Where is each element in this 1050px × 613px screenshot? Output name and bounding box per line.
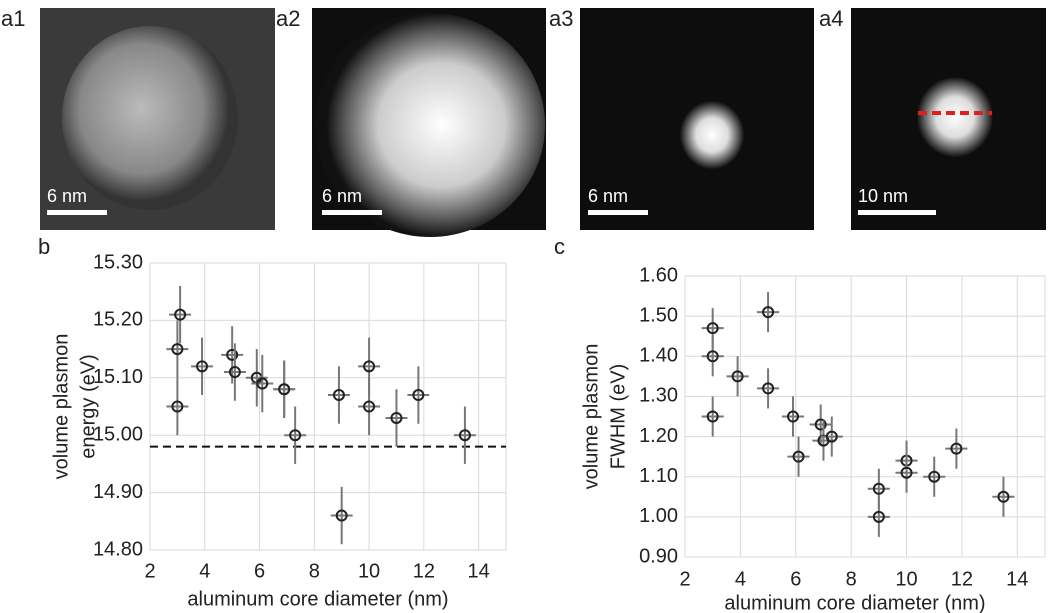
point [412, 389, 425, 402]
scale-bar [47, 210, 107, 215]
x-tick-label: 14 [1006, 568, 1028, 590]
y-tick-label: 1.00 [639, 505, 678, 527]
point [787, 410, 799, 423]
particle [680, 101, 744, 169]
x-tick-label: 4 [199, 560, 210, 582]
point [171, 343, 184, 356]
point [363, 400, 376, 413]
point [825, 430, 838, 443]
y-tick-label: 1.30 [639, 385, 678, 407]
x-tick-label: 2 [144, 560, 155, 582]
point [997, 490, 1010, 503]
scale-bar-label: 6 nm [47, 186, 87, 206]
x-tick-label: 12 [413, 560, 435, 582]
point [814, 418, 827, 431]
y-tick-label: 1.50 [639, 304, 678, 326]
panel-label: a1 [1, 6, 25, 31]
y-tick-label: 0.90 [639, 545, 678, 567]
point [762, 382, 775, 395]
y-tick-label: 15.30 [93, 251, 143, 273]
point [196, 360, 209, 373]
point [289, 429, 302, 442]
scale-bar [588, 210, 648, 215]
point [363, 360, 376, 373]
point [872, 482, 885, 495]
point [335, 509, 348, 522]
point [950, 442, 963, 455]
x-tick-label: 8 [309, 560, 320, 582]
scale-bar-label: 6 nm [588, 186, 628, 206]
y-tick-label: 15.20 [93, 309, 143, 331]
point [256, 377, 269, 390]
y-tick-label: 15.00 [93, 423, 143, 445]
y-tick-label: 1.10 [639, 465, 678, 487]
x-tick-label: 14 [467, 560, 489, 582]
panel-label: b [38, 234, 50, 259]
x-tick-label: 4 [735, 568, 746, 590]
x-axis-title: aluminum core diameter (nm) [187, 588, 448, 610]
y-tick-label: 14.80 [93, 538, 143, 560]
y-tick-label: 1.20 [639, 425, 678, 447]
panel-label: c [554, 234, 565, 259]
x-tick-label: 2 [679, 568, 690, 590]
panel-label: a4 [819, 6, 843, 31]
x-tick-label: 6 [254, 560, 265, 582]
point [174, 308, 187, 321]
point [706, 322, 719, 335]
point [390, 411, 403, 424]
point [278, 383, 291, 396]
point [332, 389, 345, 402]
panel-label: a2 [276, 6, 300, 31]
y-axis-title: FWHM (eV) [607, 364, 629, 470]
panel-label: a3 [549, 6, 573, 31]
particle [315, 13, 545, 237]
particle [917, 77, 993, 157]
x-axis-title: aluminum core diameter (nm) [724, 592, 985, 613]
y-tick-label: 1.60 [639, 264, 678, 286]
point [228, 366, 241, 379]
y-axis-title: volume plasmon [580, 344, 602, 490]
point [706, 410, 719, 423]
y-axis-title: volume plasmon [50, 334, 72, 480]
x-tick-label: 10 [895, 568, 917, 590]
scale-bar-label: 10 nm [858, 186, 908, 206]
point [226, 348, 239, 361]
y-tick-label: 14.90 [93, 481, 143, 503]
scale-bar [858, 210, 936, 215]
point [706, 350, 719, 363]
y-tick-label: 15.10 [93, 366, 143, 388]
x-tick-label: 6 [790, 568, 801, 590]
point [731, 370, 744, 383]
point [171, 400, 184, 413]
scale-bar-label: 6 nm [322, 186, 362, 206]
y-tick-label: 1.40 [639, 345, 678, 367]
scale-bar [322, 210, 382, 215]
x-tick-label: 8 [846, 568, 857, 590]
point [458, 429, 471, 442]
particle [62, 26, 238, 210]
point [928, 470, 941, 483]
x-tick-label: 10 [358, 560, 380, 582]
point [762, 306, 775, 319]
point [792, 450, 805, 463]
point [872, 510, 885, 523]
y-axis-title: energy (eV) [77, 354, 99, 459]
point [900, 466, 913, 479]
x-tick-label: 12 [951, 568, 973, 590]
